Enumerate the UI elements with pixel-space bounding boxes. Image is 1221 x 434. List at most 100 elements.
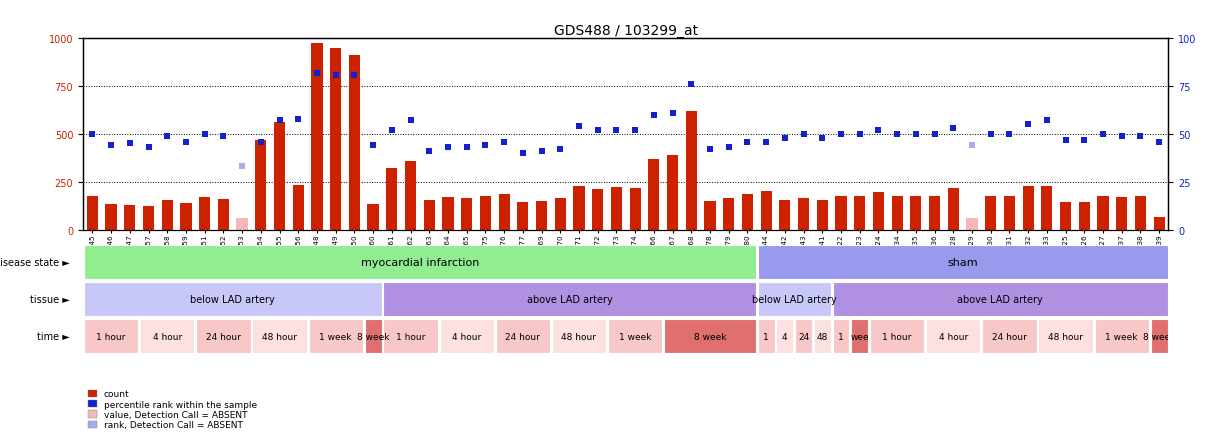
Bar [1078, 202, 1090, 230]
Point [700, 146, 719, 153]
Text: 24 hour: 24 hour [991, 332, 1027, 341]
Point [756, 139, 775, 146]
Point [176, 139, 195, 146]
Text: 4 hour: 4 hour [452, 332, 481, 341]
Bar [758, 320, 774, 353]
Bar [705, 201, 716, 230]
Text: 24 hour: 24 hour [206, 332, 241, 341]
Point [326, 72, 346, 79]
Text: disease state ►: disease state ► [0, 258, 70, 267]
Bar [1038, 320, 1093, 353]
Point [83, 131, 103, 138]
Bar [608, 320, 662, 353]
Bar [330, 49, 342, 230]
Point [139, 145, 159, 151]
Point [1018, 122, 1038, 128]
Bar [237, 219, 248, 230]
Bar [140, 320, 194, 353]
Point [495, 139, 514, 146]
Point [420, 148, 440, 155]
Bar [84, 246, 756, 279]
Point [438, 145, 458, 151]
Text: 48 hour: 48 hour [562, 332, 597, 341]
Bar [143, 206, 154, 230]
Point [1112, 133, 1132, 140]
Bar [105, 204, 117, 230]
Bar [910, 197, 922, 230]
Bar [87, 197, 98, 230]
Text: 24: 24 [799, 332, 810, 341]
Point [812, 135, 832, 142]
Bar [84, 320, 138, 353]
Bar [947, 189, 958, 230]
Bar [442, 197, 453, 230]
Point [832, 131, 851, 138]
Bar [873, 193, 884, 230]
Bar [217, 200, 230, 230]
Point [589, 127, 608, 134]
Text: 1: 1 [838, 332, 844, 341]
Point [400, 118, 420, 125]
Bar [518, 202, 529, 230]
Point [737, 139, 757, 146]
Bar [274, 123, 286, 230]
Text: wee: wee [850, 332, 869, 341]
Bar [498, 195, 509, 230]
Text: 4: 4 [781, 332, 788, 341]
Bar [1150, 320, 1167, 353]
Text: 8 week: 8 week [357, 332, 389, 341]
Bar [648, 159, 659, 230]
Bar [817, 201, 828, 230]
Bar [386, 169, 398, 230]
Bar [833, 283, 1167, 316]
Point [850, 131, 869, 138]
Point [382, 127, 402, 134]
Text: 1 hour: 1 hour [883, 332, 912, 341]
Point [476, 142, 496, 149]
Text: myocardial infarction: myocardial infarction [360, 258, 479, 267]
Bar [795, 320, 812, 353]
Point [775, 135, 795, 142]
Bar [833, 320, 850, 353]
Bar [1060, 202, 1071, 230]
Text: 1 week: 1 week [320, 332, 352, 341]
Point [551, 146, 570, 153]
Point [101, 142, 121, 149]
Bar [161, 201, 173, 230]
Bar [779, 201, 790, 230]
Point [924, 131, 944, 138]
Point [344, 72, 364, 79]
Point [868, 127, 888, 134]
Bar [199, 197, 210, 230]
Bar [349, 56, 360, 230]
Point [681, 82, 701, 89]
Text: 1 week: 1 week [1105, 332, 1138, 341]
Point [214, 133, 233, 140]
Point [1037, 118, 1056, 125]
Point [962, 142, 982, 149]
Text: tissue ►: tissue ► [31, 295, 70, 304]
Bar [592, 190, 603, 230]
Text: 48 hour: 48 hour [263, 332, 297, 341]
Point [643, 112, 663, 119]
Text: 1 hour: 1 hour [396, 332, 425, 341]
Bar [630, 189, 641, 230]
Bar [985, 197, 996, 230]
Bar [664, 320, 756, 353]
Point [513, 150, 532, 157]
Point [288, 116, 308, 123]
Point [888, 131, 907, 138]
Bar [554, 198, 565, 230]
Text: above LAD artery: above LAD artery [957, 295, 1043, 304]
Point [625, 127, 645, 134]
Bar [799, 198, 810, 230]
Bar [851, 320, 868, 353]
Bar [927, 320, 980, 353]
Point [663, 110, 683, 117]
Bar [125, 205, 136, 230]
Point [1093, 131, 1112, 138]
Bar [761, 192, 772, 230]
Text: 8 week: 8 week [1143, 332, 1176, 341]
Text: 1: 1 [763, 332, 769, 341]
Bar [667, 155, 678, 230]
